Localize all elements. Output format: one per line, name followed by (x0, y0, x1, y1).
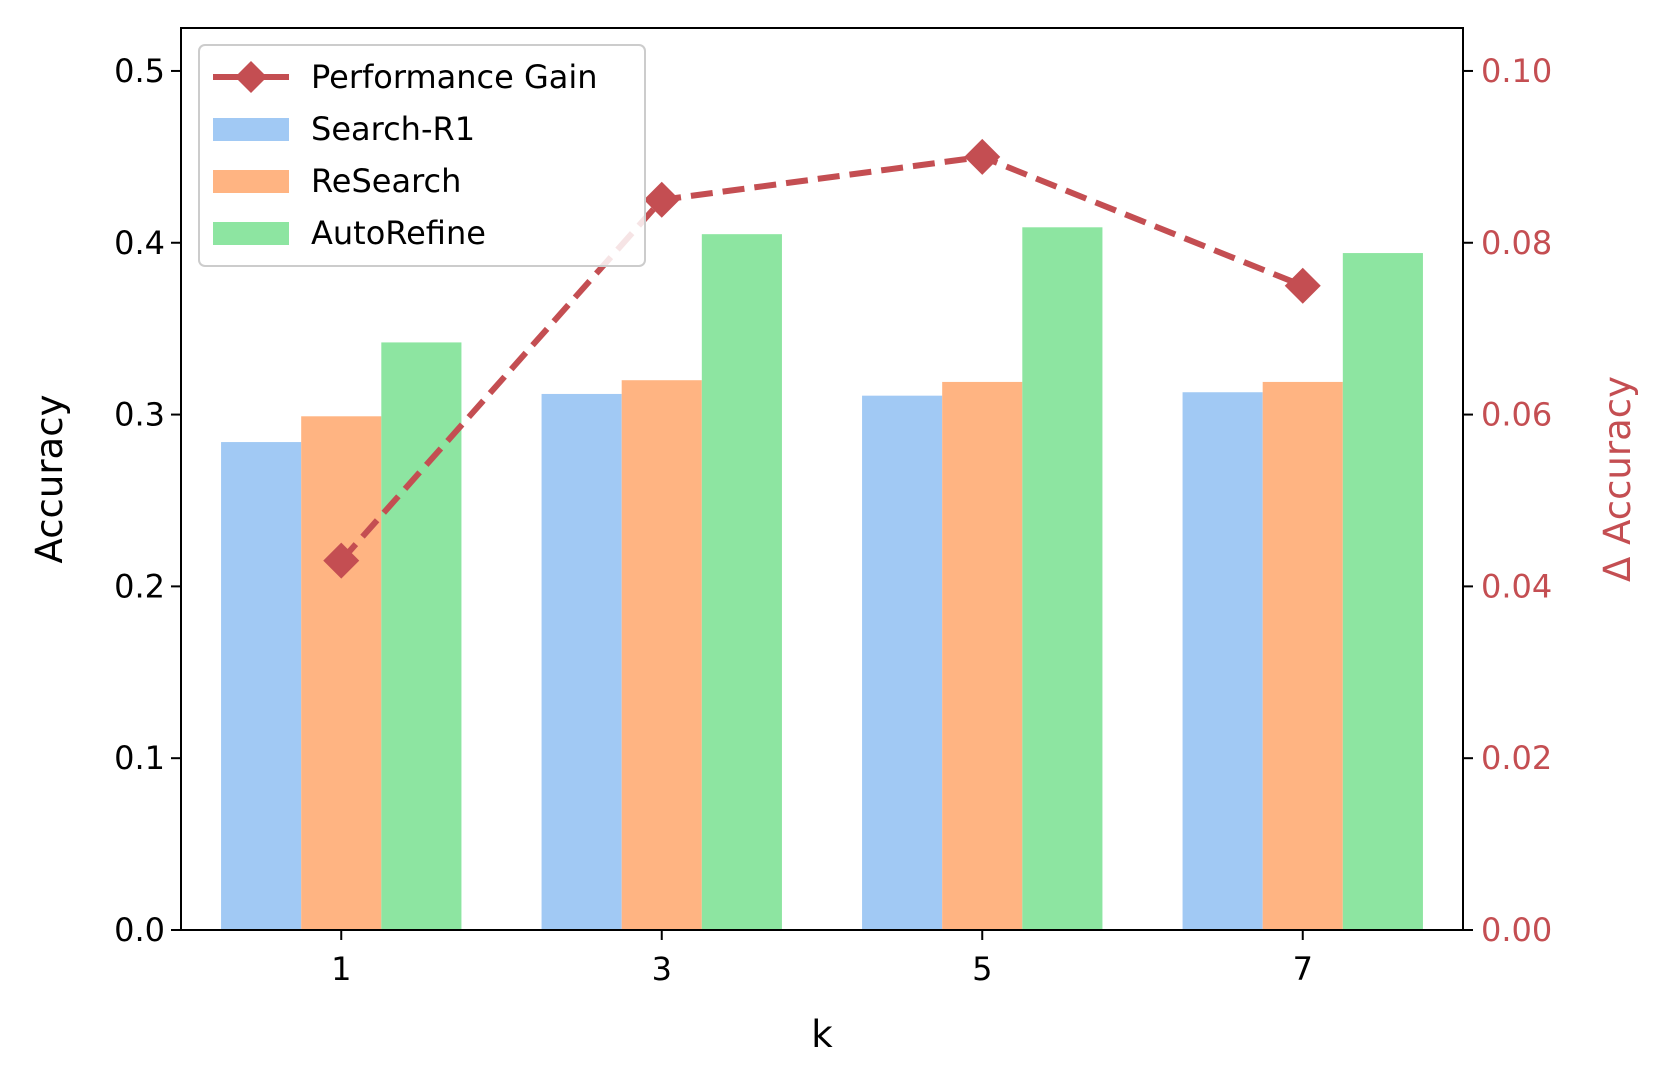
x-axis-label: k (811, 1013, 833, 1056)
legend-swatch-research (213, 170, 289, 193)
bar-autorefine-k1 (381, 342, 462, 930)
legend: Performance Gain Search-R1 ReSearch AutoRef… (198, 44, 646, 267)
x-tick-label: 5 (972, 950, 992, 988)
y-tick-label: 0.4 (114, 224, 165, 262)
bar-autorefine-k5 (1022, 227, 1103, 930)
y2-tick-label: 0.10 (1481, 52, 1552, 90)
line-performance-gain (339, 153, 1304, 563)
y-tick-label: 0.3 (114, 396, 165, 434)
y-axis-label: Accuracy (28, 395, 71, 564)
marker-performance-gain-k3 (643, 181, 680, 218)
bar-search-r1-k7 (1182, 392, 1263, 930)
bar-research-k7 (1262, 381, 1343, 930)
legend-swatch-search-r1 (213, 118, 289, 141)
x-tick-label: 3 (652, 950, 672, 988)
line-layer (323, 138, 1321, 579)
marker-performance-gain-k1 (323, 542, 360, 579)
bar-search-r1-k3 (541, 393, 622, 930)
y2-axis-label: Δ Accuracy (1596, 376, 1639, 582)
x-tick-label: 7 (1293, 950, 1313, 988)
y-tick-label: 0.2 (114, 567, 165, 605)
y2-tick-label: 0.08 (1481, 224, 1552, 262)
y-tick-label: 0.0 (114, 911, 165, 949)
legend-label-search-r1: Search-R1 (311, 110, 475, 148)
y2-tick-label: 0.04 (1481, 567, 1552, 605)
bar-autorefine-k3 (701, 234, 782, 930)
bar-search-r1-k1 (221, 442, 302, 930)
bar-search-r1-k5 (862, 395, 943, 931)
bar-research-k1 (301, 416, 382, 930)
legend-label-research: ReSearch (311, 162, 461, 200)
plot-frame (180, 27, 1464, 931)
marker-performance-gain-k5 (964, 138, 1001, 175)
legend-box (198, 44, 646, 267)
legend-label-autorefine: AutoRefine (311, 214, 486, 252)
marker-performance-gain-k7 (1284, 267, 1321, 304)
bar-research-k3 (621, 380, 702, 930)
axes-layer: 0.0 0.1 0.2 0.3 0.4 0.5 0.00 0.02 0.04 0.06 0.08 0.… (114, 52, 1552, 988)
bars-layer (221, 227, 1423, 931)
x-tick-label: 1 (331, 950, 351, 988)
legend-swatch-autorefine (213, 222, 289, 245)
y2-tick-label: 0.06 (1481, 396, 1552, 434)
legend-marker-performance-gain (235, 61, 267, 93)
y-tick-label: 0.5 (114, 52, 165, 90)
bar-research-k5 (942, 381, 1023, 930)
y-tick-label: 0.1 (114, 739, 165, 777)
y2-tick-label: 0.00 (1481, 911, 1552, 949)
legend-label-performance-gain: Performance Gain (311, 58, 598, 96)
y2-tick-label: 0.02 (1481, 739, 1552, 777)
bar-autorefine-k7 (1342, 253, 1423, 930)
